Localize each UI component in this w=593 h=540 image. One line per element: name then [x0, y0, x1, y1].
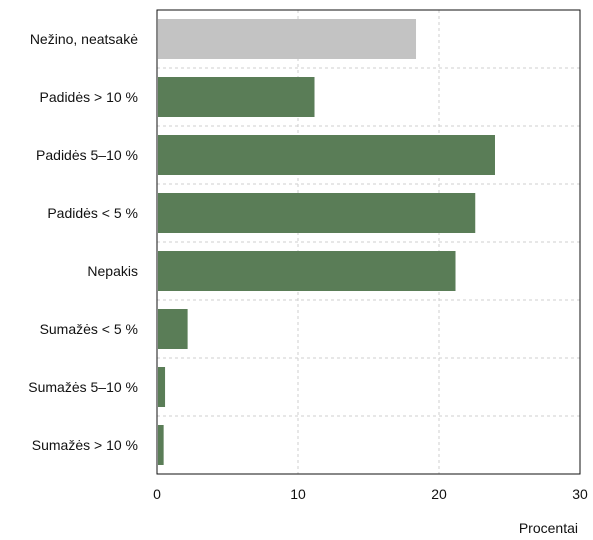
x-tick-label: 20	[431, 486, 447, 502]
bar	[158, 367, 166, 407]
category-label: Nežino, neatsakė	[30, 31, 138, 47]
x-tick-label: 0	[153, 486, 161, 502]
x-tick-label: 30	[572, 486, 588, 502]
category-label: Sumažės 5–10 %	[28, 379, 138, 395]
x-axis-label: Procentai	[519, 520, 578, 536]
bar	[158, 425, 164, 465]
bar	[158, 77, 315, 117]
grid-layer	[157, 10, 580, 474]
category-labels: Nežino, neatsakė Padidės > 10 % Padidės 5–…	[28, 31, 138, 453]
bar	[158, 19, 417, 59]
category-label: Padidės < 5 %	[47, 205, 138, 221]
category-label: Sumažės > 10 %	[32, 437, 138, 453]
bar	[158, 193, 476, 233]
category-label: Padidės > 10 %	[40, 89, 138, 105]
bar	[158, 135, 495, 175]
bar-layer	[158, 19, 495, 465]
x-tick-labels: 0 10 20 30	[153, 486, 588, 502]
category-label: Padidės 5–10 %	[36, 147, 138, 163]
x-tick-label: 10	[290, 486, 306, 502]
category-label: Nepakis	[87, 263, 138, 279]
category-label: Sumažės < 5 %	[40, 321, 138, 337]
bar	[158, 251, 456, 291]
plot-frame	[156, 9, 581, 475]
bar	[158, 309, 188, 349]
